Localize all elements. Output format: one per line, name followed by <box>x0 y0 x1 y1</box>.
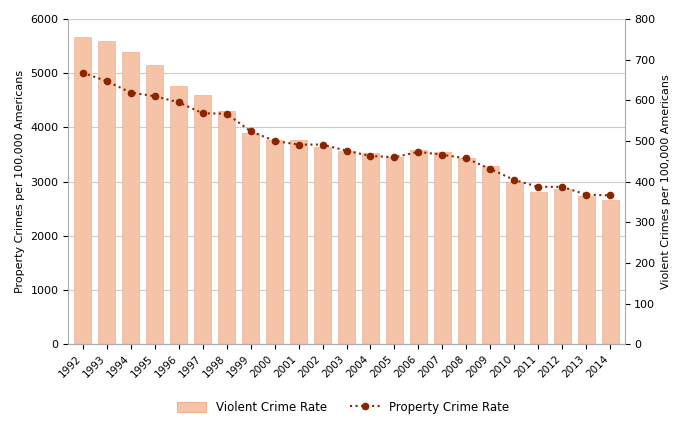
Bar <box>194 95 211 344</box>
Bar <box>458 158 475 344</box>
Bar <box>170 86 187 344</box>
Bar <box>74 37 91 344</box>
Bar <box>506 182 523 344</box>
Bar <box>98 41 115 344</box>
Bar <box>146 65 163 344</box>
Bar <box>410 150 427 344</box>
Legend: Violent Crime Rate, Property Crime Rate: Violent Crime Rate, Property Crime Rate <box>172 396 514 419</box>
Bar <box>338 151 355 344</box>
Bar <box>578 196 595 344</box>
Bar <box>122 52 139 344</box>
Y-axis label: Violent Crimes per 100,000 Americans: Violent Crimes per 100,000 Americans <box>661 74 671 289</box>
Y-axis label: Property Crimes per 100,000 Americans: Property Crimes per 100,000 Americans <box>15 70 25 293</box>
Bar <box>554 189 571 344</box>
Bar <box>314 148 331 344</box>
Bar <box>602 200 619 344</box>
Bar <box>218 111 235 344</box>
Bar <box>362 153 379 344</box>
Bar <box>482 166 499 344</box>
Bar <box>266 140 283 344</box>
Bar <box>290 140 307 344</box>
Bar <box>530 193 547 344</box>
Bar <box>386 157 403 344</box>
Bar <box>434 152 451 344</box>
Bar <box>242 133 259 344</box>
